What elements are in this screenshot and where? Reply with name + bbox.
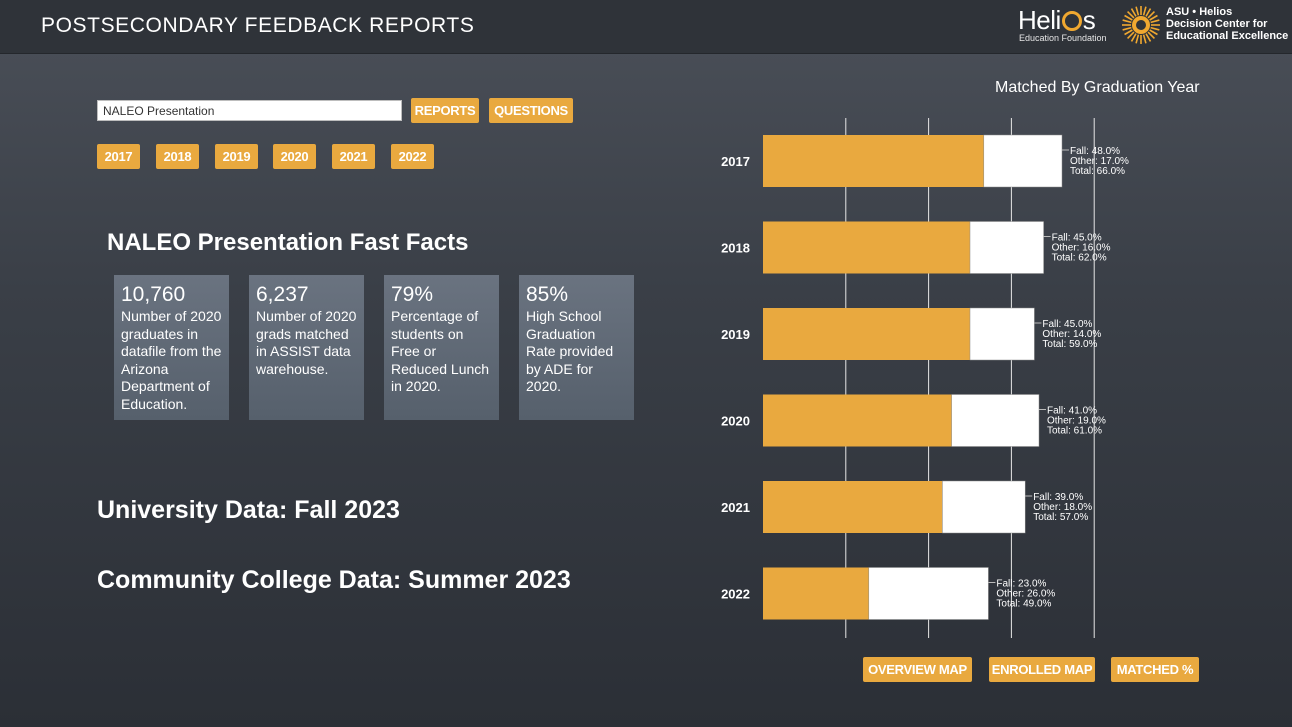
data-label: Other: 17.0% [1070,156,1129,167]
bar-fall [763,481,943,533]
bar-fall [763,394,952,447]
bar-fall [763,308,970,360]
fact-description: Number of 2020 graduates in datafile fro… [121,308,222,412]
chart-title: Matched By Graduation Year [995,79,1200,96]
enrolled-map-button[interactable]: ENROLLED MAP [989,657,1095,682]
asu-helios-sunburst-icon [1122,6,1160,44]
data-label: Total: 57.0% [1033,512,1088,523]
app-header: POSTSECONDARY FEEDBACK REPORTS Heli s Edu… [0,0,1292,54]
bar-fall [763,221,970,274]
fact-description: Percentage of students on Free or Reduce… [391,308,490,394]
fact-value: 79% [391,283,434,306]
data-label: Other: 19.0% [1047,416,1106,427]
fast-facts-title: NALEO Presentation Fast Facts [107,229,469,256]
fact-value: 10,760 [121,283,186,306]
data-label: Fall: 39.0% [1033,492,1083,503]
asu-logo-line: ASU • Helios [1166,6,1233,18]
asu-helios-logo-text: ASU • Helios Decision Center for Educati… [1166,6,1288,42]
data-label: Total: 61.0% [1047,426,1102,437]
reports-button[interactable]: REPORTS [411,98,479,123]
data-label: Total: 59.0% [1042,339,1097,350]
data-label: Other: 26.0% [996,589,1055,600]
community-college-data-heading: Community College Data: Summer 2023 [97,566,571,594]
bar-other [868,567,989,620]
year-button-2020[interactable]: 2020 [273,144,316,169]
fact-description: High School Graduation Rate provided by … [526,308,614,394]
category-label: 2021 [721,500,750,515]
asu-logo-line: Decision Center for [1166,18,1268,30]
asu-logo-line: Educational Excellence [1166,30,1289,42]
category-label: 2017 [721,154,750,169]
year-button-2021[interactable]: 2021 [332,144,375,169]
data-label: Total: 66.0% [1070,166,1125,177]
matched-percent-button[interactable]: MATCHED % [1111,657,1199,682]
data-label: Other: 16.0% [1052,243,1111,254]
sun-icon [1061,11,1082,31]
year-button-2022[interactable]: 2022 [391,144,434,169]
fact-description: Number of 2020 grads matched in ASSIST d… [256,308,357,377]
bar-other [983,134,1063,188]
bar-fall [763,567,869,620]
bar-other [942,480,1026,534]
data-label: Fall: 48.0% [1070,146,1120,157]
data-label: Total: 62.0% [1052,253,1107,264]
category-label: 2018 [721,241,750,256]
fact-card: 85% High School Graduation Rate provided… [519,275,634,420]
data-label: Fall: 23.0% [996,579,1046,590]
bar-fall [763,135,984,187]
fact-card: 10,760 Number of 2020 graduates in dataf… [114,275,229,420]
fact-value: 6,237 [256,283,309,306]
matched-by-year-chart: 2017 Fall: 48.0%Other: 17.0%Total: 66.0% 2… [721,118,1129,638]
category-label: 2022 [721,587,750,602]
data-label: Total: 49.0% [996,599,1051,610]
data-label: Fall: 45.0% [1042,319,1092,330]
data-label: Fall: 45.0% [1052,233,1102,244]
app-title: POSTSECONDARY FEEDBACK REPORTS [41,14,475,37]
category-label: 2020 [721,414,750,429]
overview-map-button[interactable]: OVERVIEW MAP [863,657,972,682]
data-label: Other: 18.0% [1033,502,1092,513]
fact-card: 6,237 Number of 2020 grads matched in AS… [249,275,364,420]
bar-other [969,307,1035,361]
helios-logo-subtitle: Education Foundation [1019,33,1107,43]
fact-value: 85% [526,283,569,306]
data-label: Fall: 41.0% [1047,406,1097,417]
year-button-2017[interactable]: 2017 [97,144,140,169]
bar-other [951,394,1040,447]
bar-other [969,221,1044,274]
questions-button[interactable]: QUESTIONS [489,98,573,123]
university-data-heading: University Data: Fall 2023 [97,496,400,524]
category-label: 2019 [721,327,750,342]
helios-logo: Heli s Education Foundation [1018,6,1110,46]
fact-card: 79% Percentage of students on Free or Re… [384,275,499,420]
helios-logo-wordmark: Heli s [1018,5,1096,35]
data-label: Other: 14.0% [1042,329,1101,340]
year-button-2019[interactable]: 2019 [215,144,258,169]
year-button-2018[interactable]: 2018 [156,144,199,169]
report-search-input[interactable] [97,100,402,121]
